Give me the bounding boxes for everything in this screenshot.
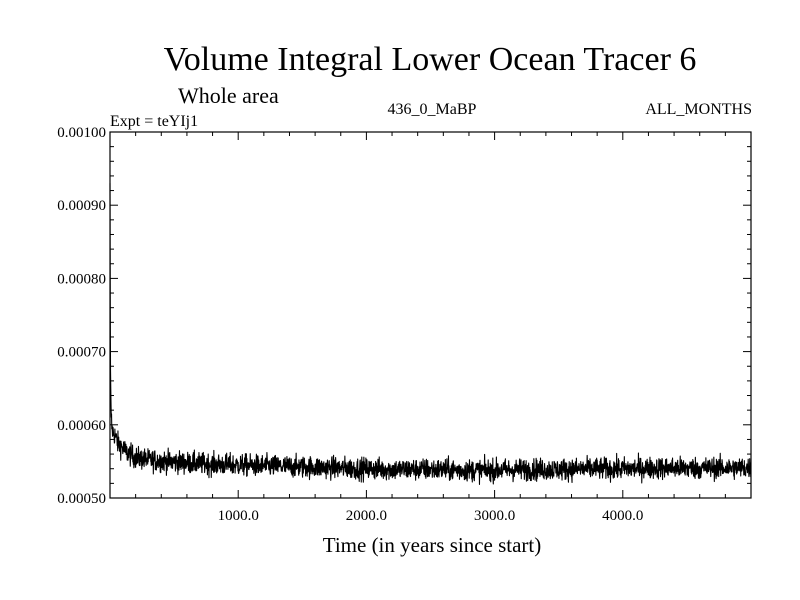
- ticks-layer: 0.00050 0.00060 0.00070 0.00080 0.00090 0.001…: [57, 125, 751, 524]
- series-line: [109, 183, 752, 485]
- x-tick-label: 3000.0: [474, 508, 515, 524]
- chart-title: Volume Integral Lower Ocean Tracer 6: [164, 41, 697, 78]
- plot-frame: [109, 131, 752, 499]
- x-tick-label: 4000.0: [602, 508, 643, 524]
- period-label: 436_0_MaBP: [388, 101, 477, 118]
- experiment-label: Expt = teYIj1: [110, 113, 198, 130]
- months-label: ALL_MONTHS: [645, 101, 752, 118]
- y-tick-label: 0.00060: [57, 418, 106, 434]
- x-tick-label: 1000.0: [218, 508, 259, 524]
- y-tick-label: 0.00080: [57, 271, 106, 287]
- y-tick-label: 0.00090: [57, 198, 106, 214]
- y-tick-label: 0.00100: [57, 125, 106, 141]
- data-layer: [109, 183, 752, 485]
- y-tick-label: 0.00070: [57, 345, 106, 361]
- x-axis-label: Time (in years since start): [323, 533, 542, 557]
- x-tick-label: 2000.0: [346, 508, 387, 524]
- y-tick-label: 0.00050: [57, 491, 106, 507]
- chart-subtitle: Whole area: [178, 83, 279, 108]
